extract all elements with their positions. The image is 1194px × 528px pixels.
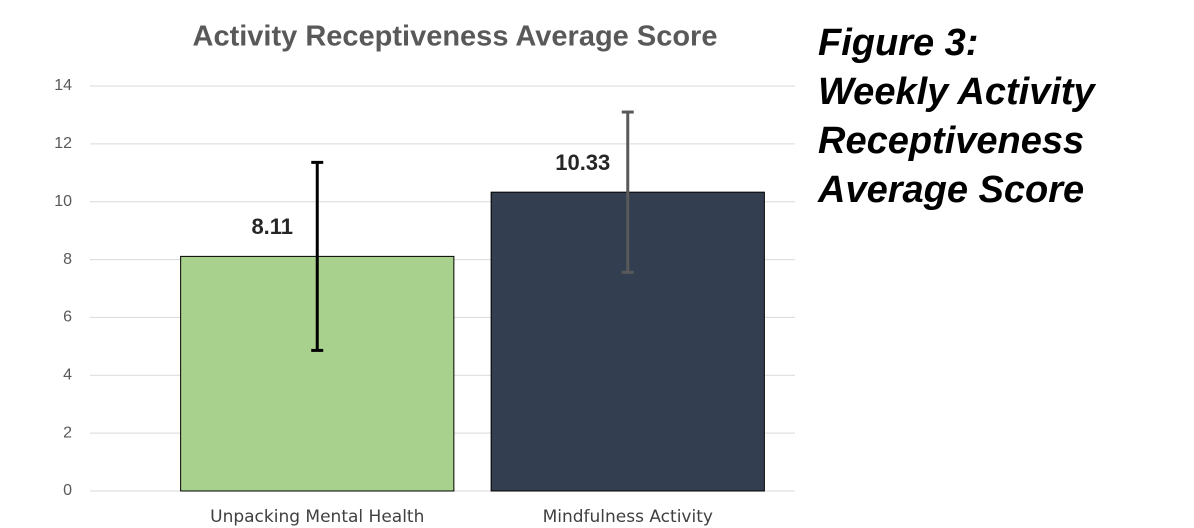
y-tick-label: 0 — [63, 482, 72, 499]
x-tick-label: Mindfulness Activity — [543, 507, 713, 527]
caption-line: Receptiveness — [818, 120, 1084, 162]
error-bar — [621, 110, 634, 274]
chart-title: Activity Receptiveness Average Score — [193, 21, 718, 53]
x-tick-label: Unpacking Mental Health — [210, 507, 424, 527]
y-tick-label: 8 — [63, 251, 72, 268]
value-label: 10.33 — [555, 150, 610, 175]
y-tick-label: 10 — [54, 193, 72, 210]
caption-line: Average Score — [817, 169, 1084, 211]
value-label: 8.11 — [251, 214, 293, 239]
error-bar — [311, 160, 324, 352]
y-tick-label: 6 — [63, 309, 72, 326]
caption-line: Weekly Activity — [818, 71, 1097, 113]
y-tick-label: 14 — [54, 77, 72, 94]
y-tick-label: 2 — [63, 424, 72, 441]
caption-line: Figure 3: — [818, 22, 978, 64]
y-tick-label: 4 — [63, 367, 72, 384]
y-tick-label: 12 — [54, 135, 72, 152]
